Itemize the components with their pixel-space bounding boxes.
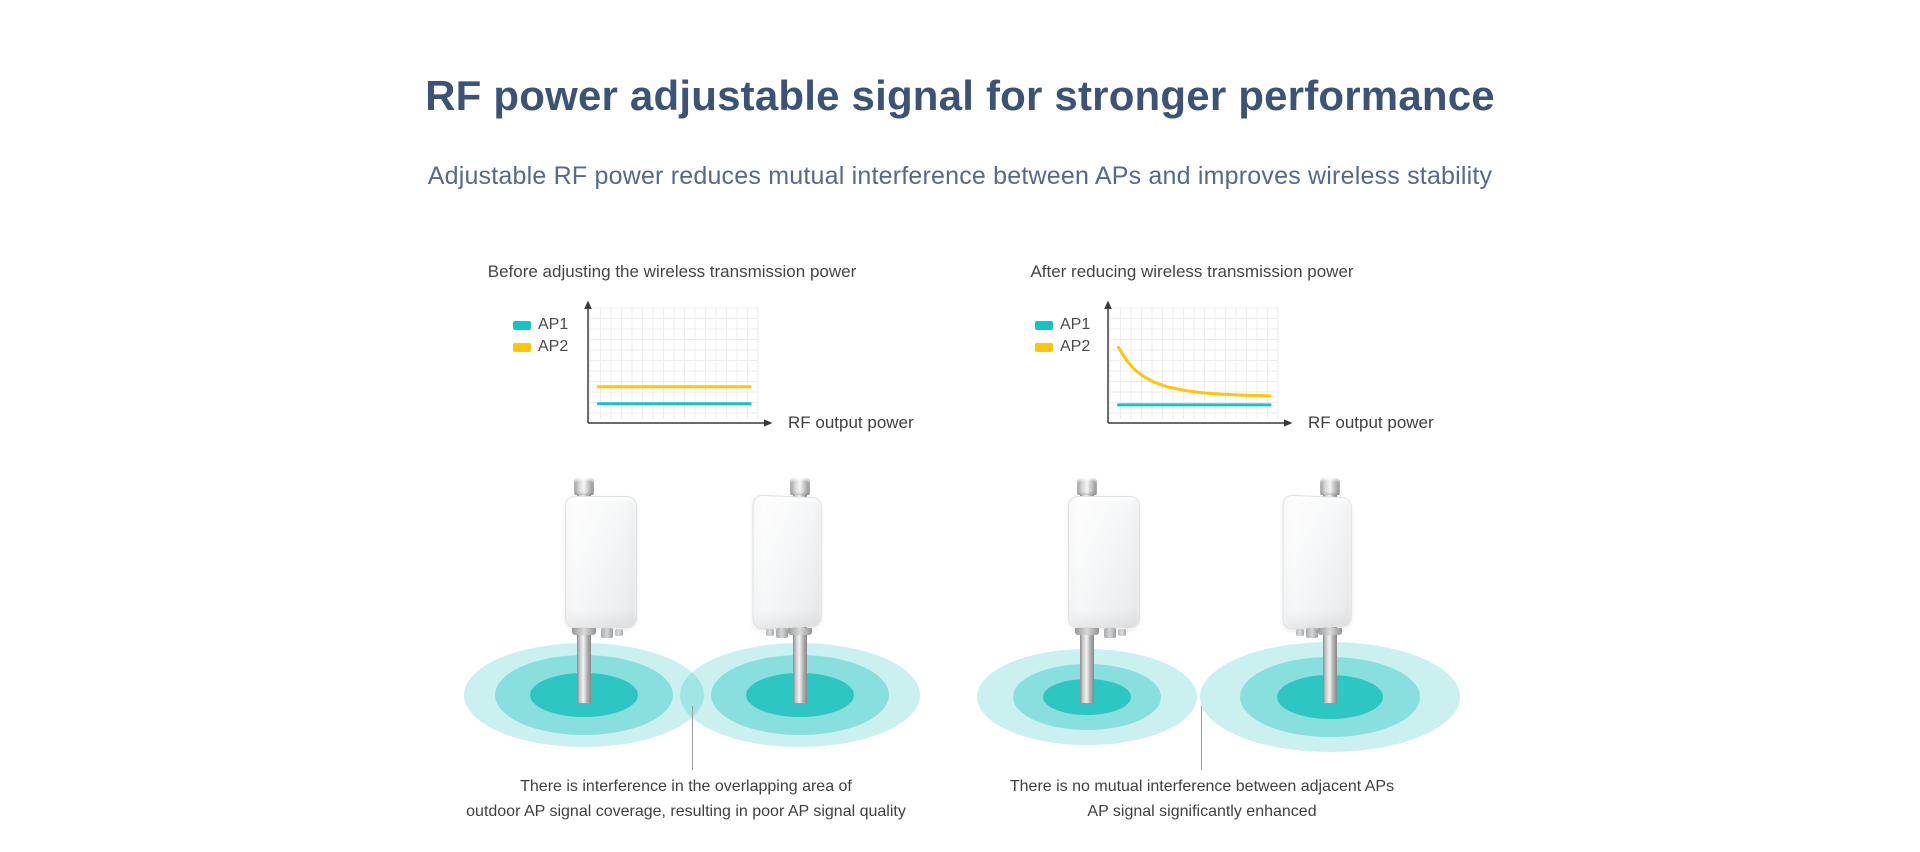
pole-cap [790, 478, 810, 495]
access-point-device-2 [752, 478, 824, 703]
legend-label-ap1: AP1 [538, 316, 569, 333]
ap-connector [1296, 629, 1304, 636]
page-title: RF power adjustable signal for stronger … [425, 72, 1495, 119]
x-axis-label-before: RF output power [788, 413, 914, 432]
pole-cap [1077, 478, 1097, 495]
ap-mount-flange [788, 628, 812, 635]
caption-after-line1: There is no mutual interference between … [1009, 778, 1395, 795]
caption-before-line2: outdoor AP signal coverage, resulting in… [466, 803, 906, 820]
ap-mount-flange [572, 628, 596, 635]
ap-body [752, 494, 822, 630]
gap-pointer-line [1201, 706, 1202, 770]
access-point-device-4 [1282, 478, 1354, 703]
chart-legend-after: AP1 AP2 [1035, 314, 1090, 358]
ap-connector [1104, 628, 1116, 638]
caption-after-line2: AP signal significantly enhanced [1087, 803, 1317, 820]
chart-title-before: Before adjusting the wireless transmissi… [487, 262, 857, 281]
ap-mount-flange [1075, 628, 1099, 635]
ap1-color-swatch [1035, 320, 1053, 330]
access-point-device-1 [565, 478, 637, 703]
page-subtitle: Adjustable RF power reduces mutual inter… [427, 162, 1493, 190]
legend-item-ap2: AP2 [513, 336, 568, 358]
rf-power-chart-after [1104, 300, 1293, 427]
caption-before-line1: There is interference in the overlapping… [520, 778, 852, 795]
x-axis-label-after: RF output power [1308, 413, 1434, 432]
ap-connector [615, 629, 623, 636]
ap1-color-swatch [513, 320, 531, 330]
ap-mount-flange [1318, 628, 1342, 635]
ap-connector [776, 628, 788, 638]
legend-label-ap2: AP2 [1060, 338, 1091, 355]
legend-item-ap2: AP2 [1035, 336, 1090, 358]
access-point-device-3 [1068, 478, 1140, 703]
caption-after: There is no mutual interference between … [902, 774, 1502, 824]
chart-legend-before: AP1 AP2 [513, 314, 568, 358]
ap-body [1068, 496, 1140, 628]
caption-before: There is interference in the overlapping… [386, 774, 986, 824]
legend-item-ap1: AP1 [513, 314, 568, 336]
ap-connector [766, 629, 774, 636]
ap2-color-swatch [1035, 342, 1053, 352]
ap-connector [601, 628, 613, 638]
pole-cap [1320, 478, 1340, 495]
legend-label-ap1: AP1 [1060, 316, 1091, 333]
legend-item-ap1: AP1 [1035, 314, 1090, 336]
ap2-color-swatch [513, 342, 531, 352]
ap-connector [1306, 628, 1318, 638]
ap-body [1282, 494, 1352, 630]
overlap-pointer-line [692, 706, 693, 770]
legend-label-ap2: AP2 [538, 338, 569, 355]
ap-body [565, 496, 637, 628]
rf-power-chart-before [584, 300, 773, 427]
ap-connector [1118, 629, 1126, 636]
chart-title-after: After reducing wireless transmission pow… [1030, 262, 1354, 281]
pole-cap [574, 478, 594, 495]
